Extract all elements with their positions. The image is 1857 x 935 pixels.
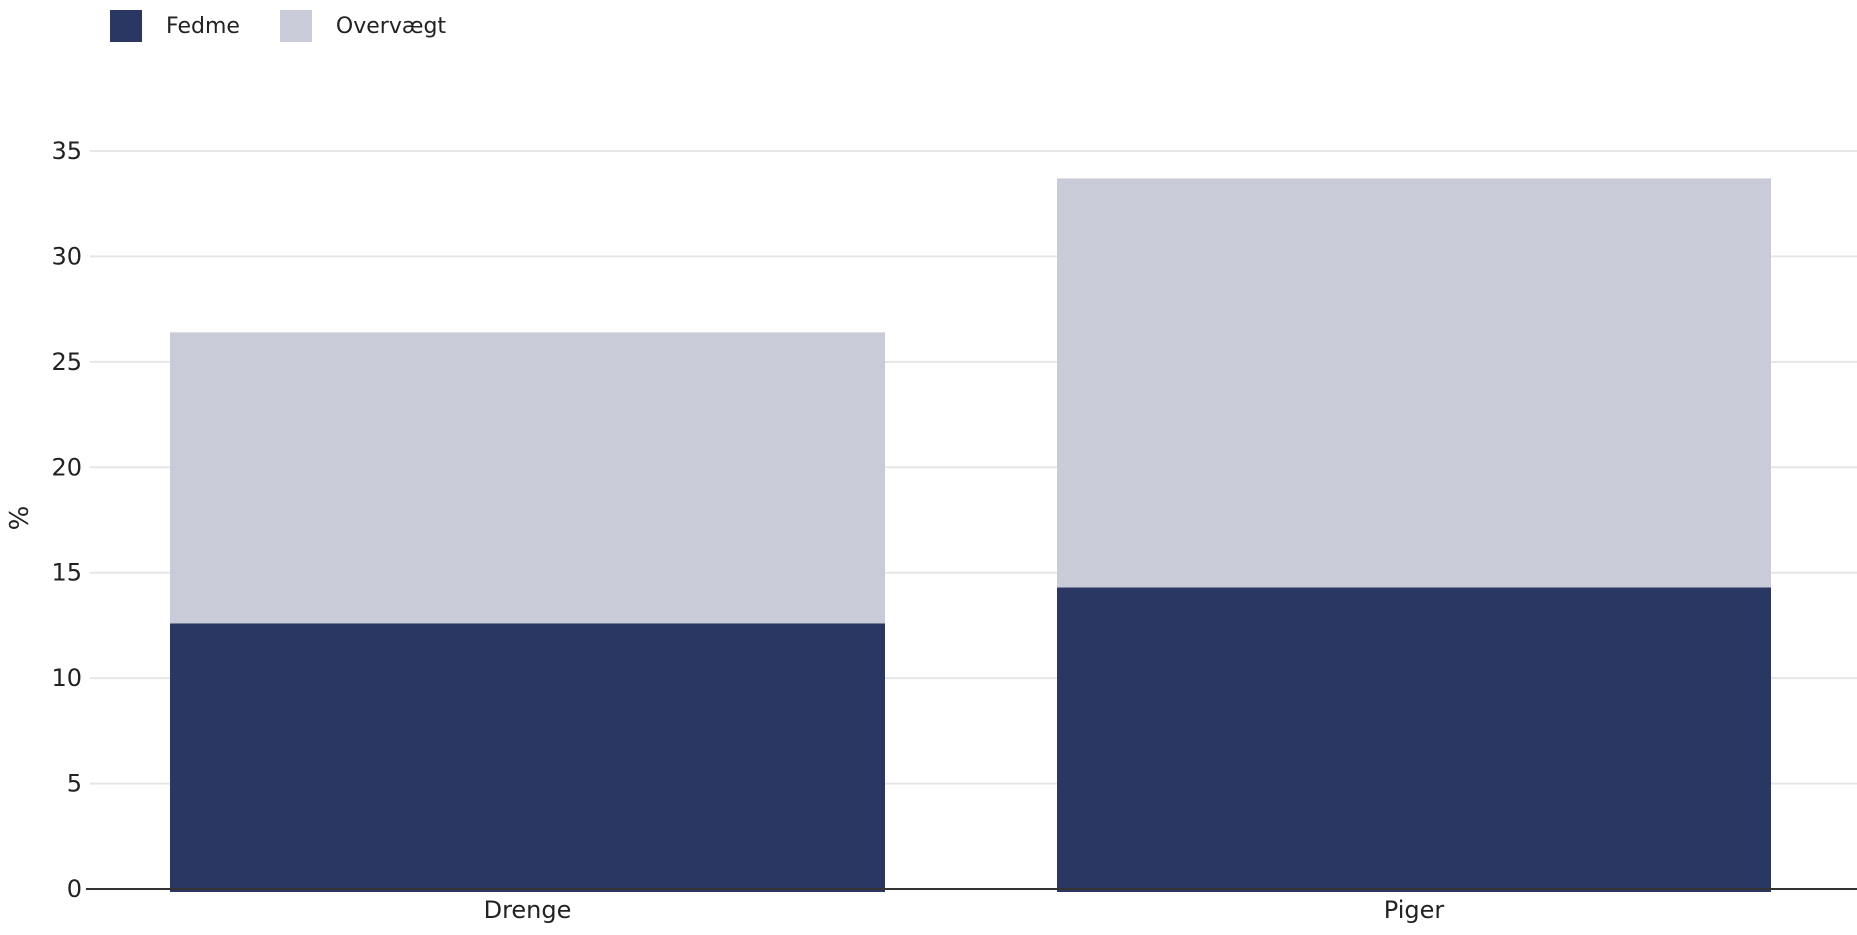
y-axis-title: % <box>5 506 35 531</box>
y-tick-label: 30 <box>51 242 82 270</box>
legend-item-fedme[interactable]: Fedme <box>110 10 240 42</box>
bar-piger-fedme[interactable] <box>1057 587 1771 892</box>
bar-piger-overvaegt[interactable] <box>1057 178 1771 588</box>
y-tick-label: 5 <box>67 770 82 798</box>
y-tick-label: 15 <box>51 559 82 587</box>
y-tick-label: 25 <box>51 348 82 376</box>
y-tick-label: 10 <box>51 664 82 692</box>
x-axis-ticks: Drenge Piger <box>484 896 1445 924</box>
y-axis-ticks: 0 5 10 15 20 25 30 35 <box>51 137 82 903</box>
chart-legend: Fedme Overvægt <box>110 10 486 42</box>
bar-drenge-overvaegt[interactable] <box>170 332 885 624</box>
x-tick-label: Drenge <box>484 896 572 924</box>
y-tick-label: 20 <box>51 453 82 481</box>
bars <box>170 178 1771 892</box>
y-tick-label: 0 <box>67 875 82 903</box>
legend-swatch-fedme <box>110 10 142 42</box>
legend-label-overvaegt: Overvægt <box>335 13 447 39</box>
x-tick-label: Piger <box>1384 896 1445 924</box>
bar-drenge-fedme[interactable] <box>170 623 885 892</box>
legend-swatch-overvaegt <box>279 10 312 42</box>
y-tick-label: 35 <box>51 137 82 165</box>
legend-item-overvaegt[interactable]: Overvægt <box>279 10 447 42</box>
legend-label-fedme: Fedme <box>166 13 240 39</box>
